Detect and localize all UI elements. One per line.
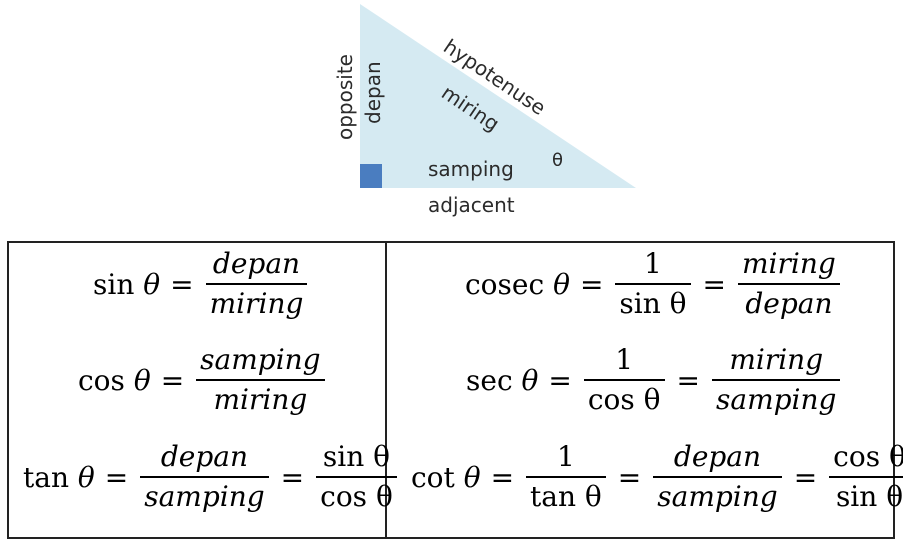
formula-cosec: cosec θ = 1 sin θ = miring depan (465, 247, 842, 320)
equals-sign: = (793, 460, 818, 494)
label-depan: depan (361, 61, 385, 124)
numerator: depan (160, 440, 249, 473)
numerator: 1 (556, 440, 575, 473)
numerator: depan (673, 440, 762, 473)
denominator: miring (205, 283, 308, 320)
numerator: depan (212, 247, 301, 280)
var-theta: θ (133, 363, 151, 397)
var-theta: θ (463, 460, 481, 494)
fn-cot: cot (411, 460, 455, 494)
label-samping: samping (428, 157, 514, 181)
fraction: miring depan (738, 247, 840, 320)
equals-sign: = (676, 363, 700, 397)
fn-cosec: cosec (465, 267, 545, 301)
formula-cos: cos θ = samping miring (78, 343, 327, 416)
numerator: 1 (644, 247, 662, 280)
fraction: depan samping (653, 440, 782, 513)
right-triangle (360, 4, 636, 188)
denominator: depan (738, 283, 840, 320)
fraction: 1 cos θ (583, 343, 665, 416)
numerator: miring (729, 343, 824, 376)
equals-sign: = (170, 267, 194, 301)
fn-tan: tan (23, 460, 69, 494)
denominator: sin θ (615, 283, 691, 320)
denominator: samping (140, 476, 269, 513)
equals-sign: = (104, 460, 129, 494)
var-theta: θ (77, 460, 95, 494)
denominator: samping (712, 379, 841, 416)
fraction: depan samping (140, 440, 269, 513)
label-theta: θ (552, 150, 563, 171)
numerator: samping (200, 343, 321, 376)
equals-sign: = (617, 460, 642, 494)
formula-tan: tan θ = depan samping = sin θ cos θ (23, 440, 399, 513)
table-divider (385, 243, 387, 537)
denominator: sin θ (829, 476, 903, 513)
fn-sin: sin (93, 267, 135, 301)
fraction: samping miring (196, 343, 325, 416)
equals-sign: = (490, 460, 515, 494)
formula-sec: sec θ = 1 cos θ = miring samping (466, 343, 842, 416)
triangle-diagram: opposite depan hypotenuse miring samping… (333, 4, 636, 217)
formula-table: sin θ = depan miring cos θ = samping mir… (7, 241, 903, 539)
numerator: cos θ (833, 440, 903, 473)
fraction: sin θ cos θ (316, 440, 397, 513)
equals-sign: = (160, 363, 185, 397)
formula-sin: sin θ = depan miring (93, 247, 309, 320)
var-theta: θ (143, 267, 161, 301)
fraction: 1 tan θ (526, 440, 606, 513)
equals-sign: = (280, 460, 305, 494)
equals-sign: = (548, 363, 572, 397)
numerator: sin θ (322, 440, 391, 473)
var-theta: θ (553, 267, 570, 301)
label-opposite: opposite (333, 54, 357, 140)
denominator: tan θ (526, 476, 606, 513)
right-angle-marker (360, 164, 382, 188)
equals-sign: = (702, 267, 726, 301)
fraction: depan miring (205, 247, 308, 320)
equals-sign: = (579, 267, 604, 301)
denominator: cos θ (583, 379, 665, 416)
var-theta: θ (521, 363, 539, 397)
denominator: miring (196, 379, 325, 416)
formula-cot: cot θ = 1 tan θ = depan samping = cos θ … (411, 440, 903, 513)
numerator: miring (742, 247, 836, 280)
fraction: 1 sin θ (615, 247, 691, 320)
numerator: 1 (615, 343, 634, 376)
fraction: cos θ sin θ (829, 440, 903, 513)
fraction: miring samping (712, 343, 841, 416)
fn-cos: cos (78, 363, 125, 397)
label-adjacent: adjacent (428, 193, 515, 217)
denominator: samping (653, 476, 782, 513)
denominator: cos θ (316, 476, 397, 513)
fn-sec: sec (466, 363, 513, 397)
